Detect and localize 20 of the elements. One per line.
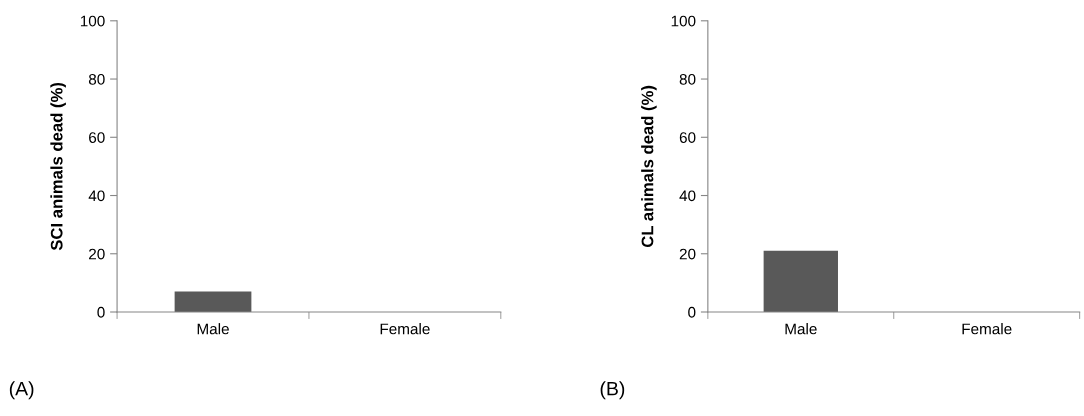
y-tick-label: 60 [679, 132, 696, 143]
y-tick-label: 100 [671, 15, 696, 27]
x-tick-label: Female [962, 323, 1012, 335]
y-axis-title: CL animals dead (%) [641, 85, 657, 248]
y-axis-title: SCI animals dead (%) [50, 82, 66, 251]
x-tick-label: Male [785, 323, 817, 335]
x-tick-label: Male [197, 323, 229, 335]
y-tick-label: 60 [89, 132, 105, 143]
text: (B) [600, 381, 625, 400]
y-tick-label: 0 [97, 306, 105, 318]
y-tick-label: 80 [679, 73, 696, 85]
y-tick-label: 100 [80, 15, 105, 27]
text: (A) [9, 381, 34, 400]
x-tick-label: Female [380, 323, 430, 335]
y-tick-label: 0 [688, 306, 696, 318]
y-tick-label: 40 [679, 190, 696, 202]
y-tick-label: 20 [89, 248, 105, 260]
y-tick-label: 20 [679, 248, 696, 260]
y-tick-label: 40 [88, 190, 105, 202]
y-tick-label: 80 [88, 73, 105, 85]
